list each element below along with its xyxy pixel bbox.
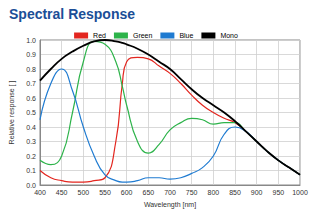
- svg-text:600: 600: [121, 189, 133, 196]
- svg-text:650: 650: [142, 189, 154, 196]
- svg-text:450: 450: [56, 189, 68, 196]
- svg-text:900: 900: [251, 189, 263, 196]
- svg-text:Blue: Blue: [179, 32, 193, 39]
- svg-text:800: 800: [207, 189, 219, 196]
- svg-text:0.2: 0.2: [26, 153, 36, 160]
- svg-text:550: 550: [99, 189, 111, 196]
- svg-text:0.7: 0.7: [26, 80, 36, 87]
- svg-text:950: 950: [272, 189, 284, 196]
- svg-text:Green: Green: [133, 32, 153, 39]
- svg-text:0.5: 0.5: [26, 109, 36, 116]
- svg-text:700: 700: [164, 189, 176, 196]
- svg-text:0.8: 0.8: [26, 66, 36, 73]
- svg-text:0.1: 0.1: [26, 167, 36, 174]
- svg-text:Mono: Mono: [220, 32, 238, 39]
- svg-text:0.9: 0.9: [26, 51, 36, 58]
- svg-text:Wavelength [nm]: Wavelength [nm]: [144, 201, 196, 209]
- svg-text:0.0: 0.0: [26, 182, 36, 189]
- svg-text:500: 500: [77, 189, 89, 196]
- svg-text:0.3: 0.3: [26, 138, 36, 145]
- svg-text:0.4: 0.4: [26, 124, 36, 131]
- svg-text:1000: 1000: [292, 189, 308, 196]
- svg-text:850: 850: [229, 189, 241, 196]
- svg-text:400: 400: [34, 189, 46, 196]
- svg-text:1.0: 1.0: [26, 37, 36, 44]
- svg-text:Red: Red: [93, 32, 106, 39]
- svg-text:Spectral Response: Spectral Response: [9, 6, 135, 22]
- svg-text:0.6: 0.6: [26, 95, 36, 102]
- svg-text:Relative response [ ]: Relative response [ ]: [8, 81, 16, 145]
- svg-text:750: 750: [186, 189, 198, 196]
